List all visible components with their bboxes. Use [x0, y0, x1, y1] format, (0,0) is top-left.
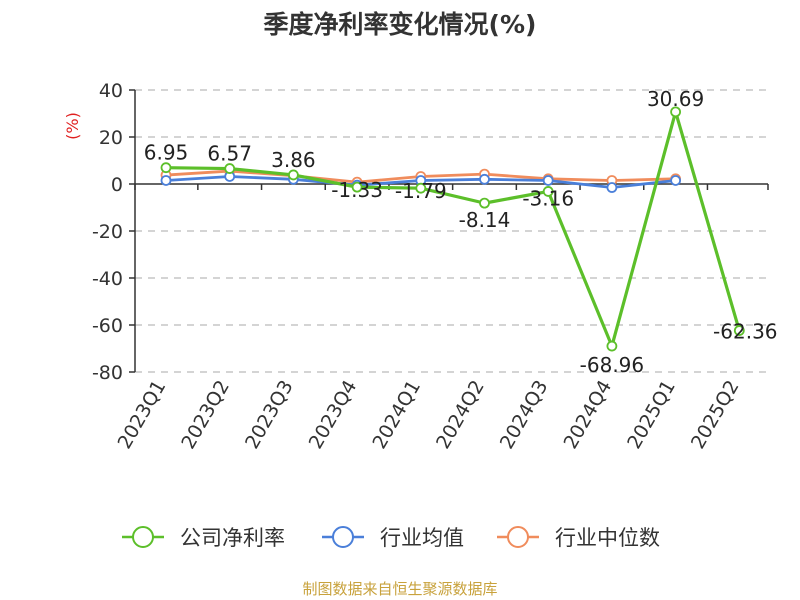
data-point: [670, 175, 681, 186]
source-note: 制图数据来自恒生聚源数据库: [302, 580, 497, 598]
y-tick-label: 40: [99, 80, 123, 102]
x-tick-label: 2024Q2: [432, 377, 489, 453]
y-tick-label: 20: [99, 127, 123, 149]
data-point: [287, 169, 299, 181]
data-point: [160, 162, 172, 174]
y-axis-label: (%): [63, 112, 82, 140]
legend-label: 行业均值: [380, 526, 464, 550]
series-group: [160, 106, 745, 352]
data-point: [733, 325, 745, 336]
data-label: 6.57: [207, 142, 252, 166]
y-tick-label: -40: [92, 268, 123, 290]
legend-marker: [507, 526, 529, 548]
y-axis-ticks: 40 20 0 -20 -40 -60 -80: [92, 80, 135, 384]
legend-marker: [332, 526, 354, 548]
data-point: [160, 175, 172, 186]
x-tick-label: 2023Q3: [241, 377, 298, 453]
x-tick-label: 2023Q2: [177, 377, 234, 453]
data-point: [351, 181, 363, 193]
legend-marker: [132, 526, 154, 548]
data-point: [224, 163, 236, 174]
data-label: -1.33: [331, 178, 383, 202]
data-point: [479, 197, 490, 209]
legend-label: 行业中位数: [555, 526, 660, 550]
data-label: -8.14: [459, 208, 511, 232]
x-tick-label: 2024Q3: [496, 377, 553, 453]
data-point: [415, 182, 427, 194]
x-tick-label: 2023Q4: [305, 377, 362, 453]
x-tick-label: 2025Q1: [623, 377, 680, 453]
y-tick-label: -80: [92, 362, 123, 384]
data-label: -3.16: [522, 186, 574, 210]
data-point: [606, 340, 618, 352]
grid-lines: [135, 89, 768, 373]
data-label: -1.79: [395, 179, 447, 203]
data-point: [542, 186, 554, 197]
data-label: -68.96: [580, 353, 644, 377]
x-axis-ticks: 2023Q1 2023Q2 2023Q3 2023Q4 2024Q1 2024Q2 2024…: [114, 184, 769, 453]
data-point: [479, 173, 490, 185]
legend-label: 公司净利率: [180, 526, 285, 550]
data-labels: 6.95 6.57 3.86 -1.33 -1.79 -8.14 -3.16 -68.96 30…: [144, 87, 778, 377]
data-point: [670, 106, 681, 118]
data-point: [606, 182, 618, 193]
series-line: [164, 110, 741, 348]
legend: 公司净利率 行业均值 行业中位数: [122, 526, 660, 550]
x-tick-label: 2023Q1: [114, 377, 171, 453]
y-tick-label: 0: [111, 174, 123, 196]
data-label: 3.86: [271, 148, 316, 172]
chart-title: 季度净利率变化情况(%): [264, 10, 537, 39]
x-tick-label: 2024Q4: [559, 377, 616, 453]
data-label: -62.36: [713, 320, 777, 344]
data-point: [542, 175, 554, 186]
x-tick-label: 2025Q2: [687, 377, 744, 453]
y-tick-label: -60: [92, 315, 123, 337]
axes: [134, 90, 768, 372]
data-label: 6.95: [144, 141, 189, 165]
data-label: 30.69: [647, 87, 704, 111]
x-tick-label: 2024Q1: [368, 377, 425, 453]
y-tick-label: -20: [92, 221, 123, 243]
